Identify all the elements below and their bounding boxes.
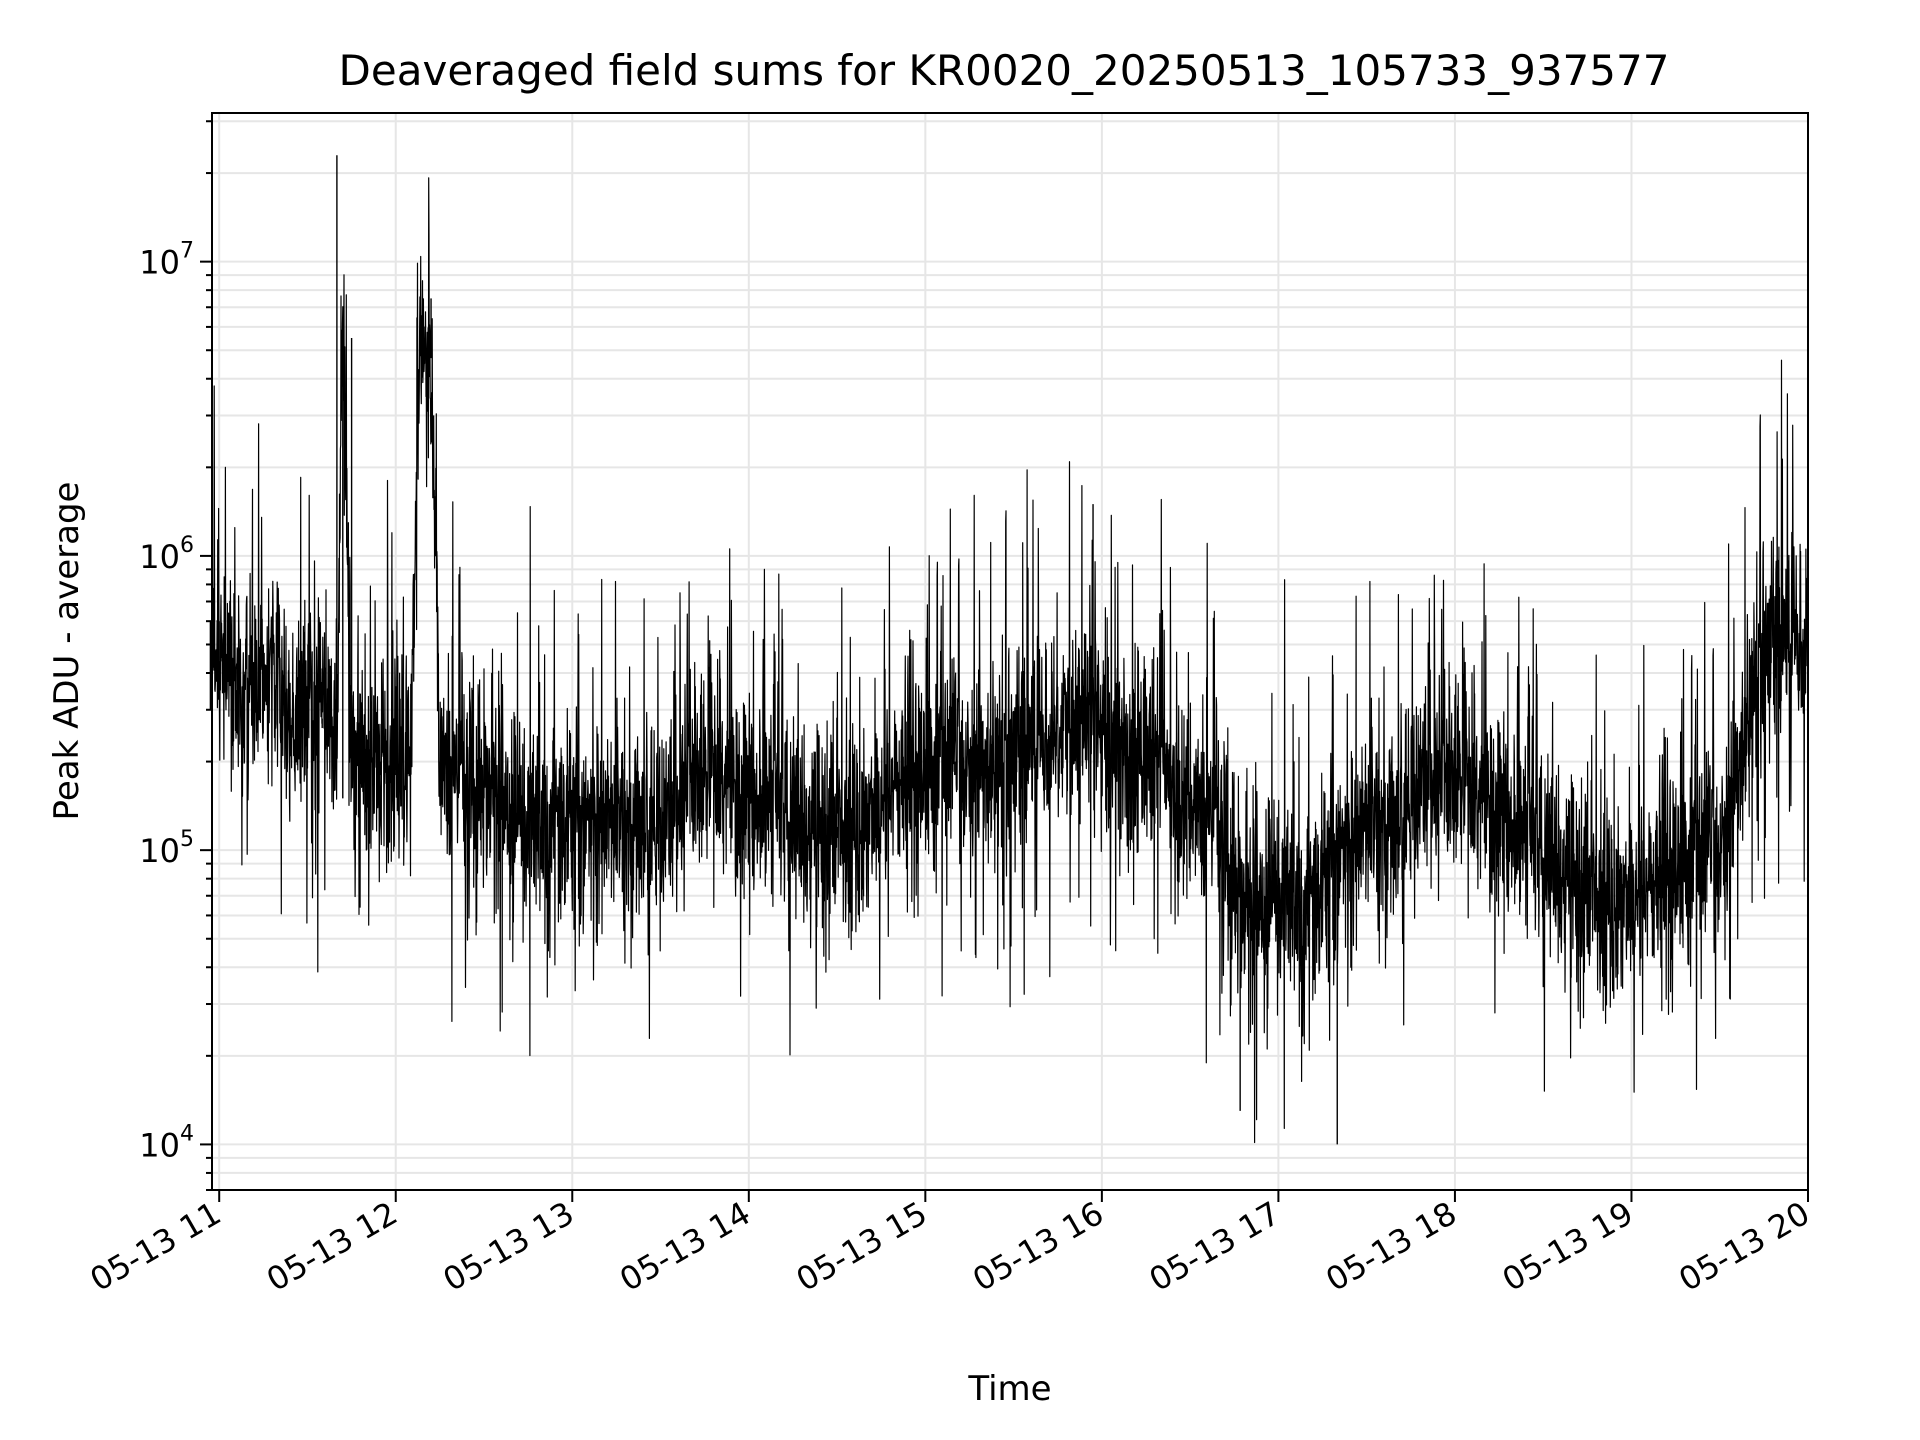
x-tick-label: 05-13 15 bbox=[790, 1194, 934, 1299]
x-tick-label: 05-13 14 bbox=[613, 1194, 757, 1299]
x-tick-label: 05-13 20 bbox=[1672, 1194, 1816, 1299]
plot-frame bbox=[211, 112, 1809, 1191]
chart-title: Deaveraged field sums for KR0020_2025051… bbox=[339, 46, 1670, 95]
x-tick-label: 05-13 12 bbox=[260, 1194, 404, 1299]
y-tick-label: 106 bbox=[139, 533, 194, 576]
x-axis-title: Time bbox=[967, 1369, 1051, 1409]
y-axis: 104 105 106 107 bbox=[139, 120, 212, 1191]
x-tick-label: 05-13 16 bbox=[966, 1194, 1110, 1299]
x-tick-label: 05-13 11 bbox=[84, 1194, 228, 1299]
x-tick-label: 05-13 18 bbox=[1319, 1194, 1463, 1299]
y-tick-label: 107 bbox=[139, 239, 194, 282]
x-tick-label: 05-13 13 bbox=[437, 1194, 581, 1299]
y-tick-label: 104 bbox=[139, 1121, 194, 1164]
x-tick-label: 05-13 19 bbox=[1496, 1194, 1640, 1299]
y-axis-title: Peak ADU - average bbox=[47, 482, 87, 821]
grid bbox=[212, 113, 1809, 1191]
plot-area bbox=[209, 155, 1809, 1145]
x-tick-label: 05-13 17 bbox=[1143, 1194, 1287, 1299]
x-axis: 05-13 11 05-13 12 05-13 13 05-13 14 05-13 15… bbox=[84, 1190, 1816, 1299]
y-tick-label: 105 bbox=[139, 827, 194, 870]
series-trace bbox=[211, 177, 1809, 1144]
